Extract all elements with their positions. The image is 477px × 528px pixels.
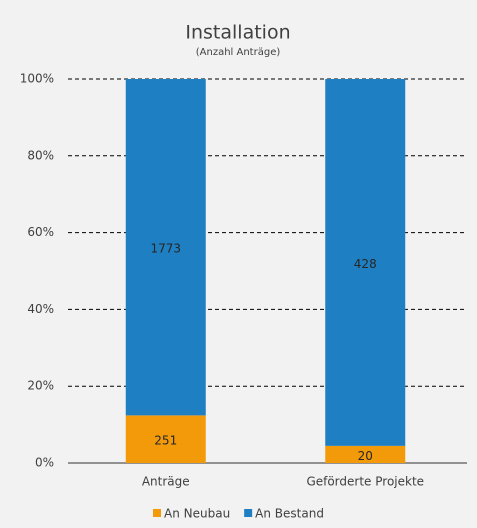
bar-segment	[125, 79, 206, 416]
y-tick-label: 80%	[27, 148, 54, 162]
data-label: 20	[358, 449, 373, 463]
data-label: 428	[354, 257, 377, 271]
legend-label: An Neubau	[164, 507, 230, 521]
data-label: 251	[154, 434, 177, 448]
bar-segment	[125, 415, 206, 463]
legend-swatch	[244, 509, 253, 517]
bar-segment	[325, 445, 406, 463]
x-tick-label: Anträge	[142, 475, 190, 489]
y-tick-label: 40%	[27, 302, 54, 316]
y-tick-label: 20%	[27, 379, 54, 393]
chart-subtitle: (Anzahl Anträge)	[196, 47, 281, 58]
y-tick-label: 0%	[35, 456, 54, 470]
legend-swatch	[153, 509, 161, 517]
chart-title: Installation	[185, 22, 290, 44]
data-label: 1773	[150, 242, 181, 256]
y-tick-label: 60%	[27, 225, 54, 239]
x-tick-label: Geförderte Projekte	[306, 475, 424, 489]
legend-label: An Bestand	[255, 507, 324, 521]
bar-segment	[325, 79, 406, 446]
y-tick-label: 100%	[20, 72, 54, 86]
